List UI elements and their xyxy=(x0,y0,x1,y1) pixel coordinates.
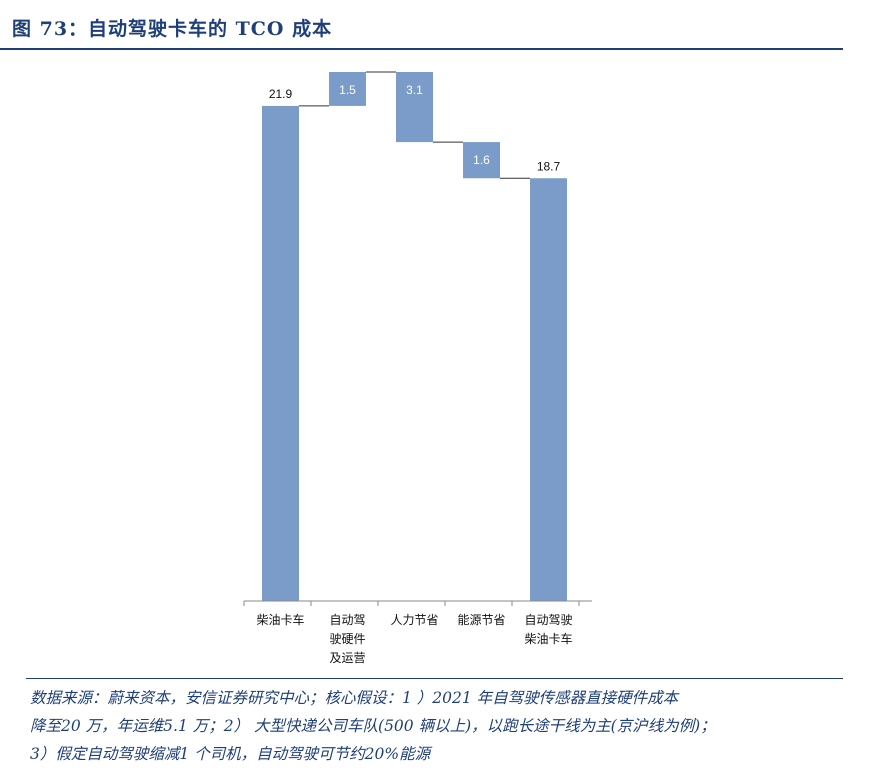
category-label: 及运营 xyxy=(329,651,365,665)
bar xyxy=(463,142,500,179)
category-label: 人力节省 xyxy=(390,613,438,627)
figure-title: 图 73：自动驾驶卡车的 TCO 成本 xyxy=(12,18,333,40)
connector-lines xyxy=(299,71,530,179)
category-label: 柴油卡车 xyxy=(524,631,572,646)
value-labels: 21.9 1.5 3.1 1.6 18.7 xyxy=(269,83,561,173)
category-label: 自动驾驶 xyxy=(524,612,572,627)
title-divider xyxy=(0,48,843,50)
source-divider xyxy=(26,678,843,679)
value-label: 1.5 xyxy=(339,83,356,97)
category-label: 自动驾 xyxy=(329,613,365,627)
source-line: 降至20 万，年运维5.1 万；2） 大型快递公司车队(500 辆以上)，以跑长… xyxy=(30,717,716,735)
value-label: 18.7 xyxy=(537,159,561,173)
category-label: 能源节省 xyxy=(457,613,505,627)
bar xyxy=(396,72,433,143)
bar xyxy=(329,72,366,106)
source-line: 3）假定自动驾驶缩减1 个司机，自动驾驶可节约20%能源 xyxy=(30,745,431,763)
bar xyxy=(530,178,567,601)
bar xyxy=(262,105,299,602)
value-label: 21.9 xyxy=(269,87,293,101)
value-label: 3.1 xyxy=(406,83,423,97)
x-ticks xyxy=(243,601,580,606)
category-label: 驶硬件 xyxy=(329,631,365,646)
category-label: 柴油卡车 xyxy=(256,612,304,627)
source-note: 数据来源：蔚来资本，安信证券研究中心；核心假设：1 ）2021 年自驾驶传感器直… xyxy=(30,684,850,768)
source-line: 数据来源：蔚来资本，安信证券研究中心；核心假设：1 ）2021 年自驾驶传感器直… xyxy=(30,689,679,707)
value-label: 1.6 xyxy=(473,153,490,167)
bars xyxy=(262,72,567,602)
